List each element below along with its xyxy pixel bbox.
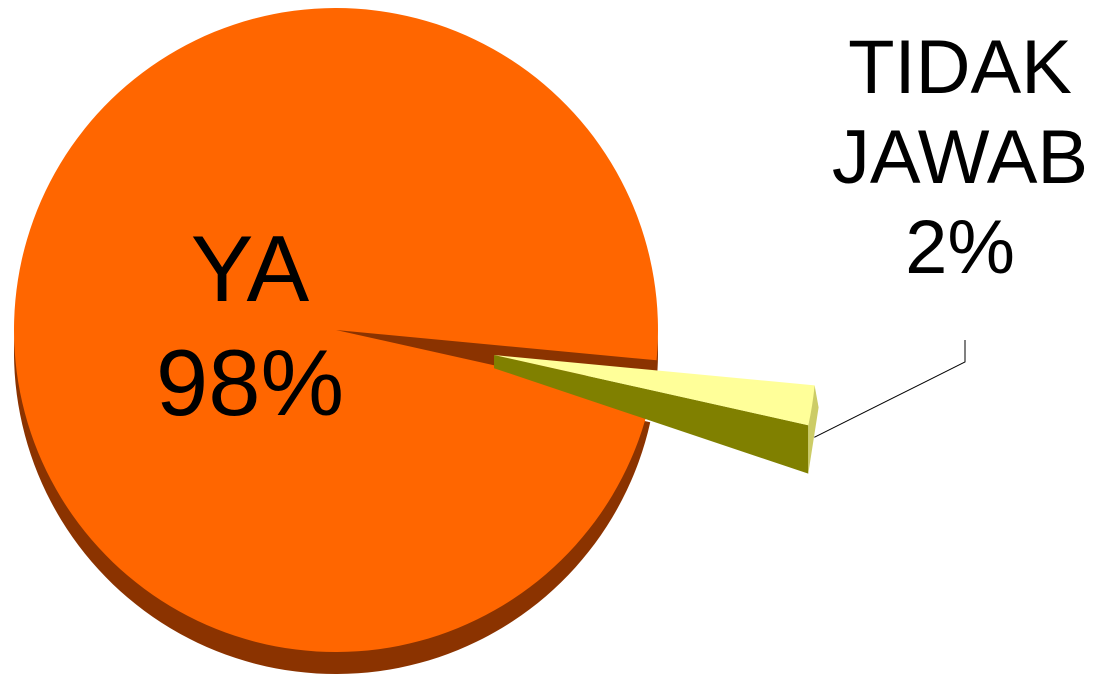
slice-label-ya-value: 98% [155, 330, 345, 435]
leader-line [814, 340, 966, 438]
slice-label-tidak-jawab-value: 2% [905, 205, 1015, 290]
slice-label-ya-name: YA [190, 216, 310, 321]
slice-label-tidak-jawab-line2: JAWAB [831, 115, 1089, 200]
pie-slice-tidak-jawab-rim [808, 385, 819, 474]
pie-slice-ya [13, 8, 658, 653]
slice-label-tidak-jawab-line1: TIDAK [848, 25, 1072, 110]
pie-slice-tidak-jawab-side [494, 355, 809, 474]
slice-label-tidak-jawab: TIDAK JAWAB 2% [820, 30, 1100, 300]
pie-slice-tidak-jawab [494, 355, 815, 426]
slice-label-ya: YA 98% [140, 222, 360, 430]
